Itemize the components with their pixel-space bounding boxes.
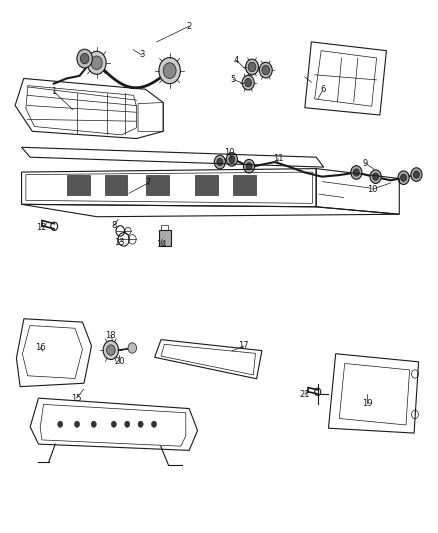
Circle shape	[91, 56, 102, 70]
Text: 17: 17	[239, 342, 249, 350]
Text: 7: 7	[145, 179, 151, 188]
Text: 14: 14	[156, 239, 166, 248]
Circle shape	[58, 421, 63, 427]
Text: 10: 10	[224, 148, 235, 157]
Text: 15: 15	[71, 394, 82, 402]
Circle shape	[411, 168, 422, 181]
Circle shape	[74, 421, 80, 427]
Text: 16: 16	[35, 343, 45, 352]
Circle shape	[163, 63, 176, 78]
Text: 1: 1	[51, 87, 57, 96]
Text: 21: 21	[300, 390, 310, 399]
Text: 9: 9	[362, 159, 367, 167]
Circle shape	[242, 75, 254, 90]
Text: 5: 5	[230, 75, 236, 84]
Text: 6: 6	[320, 85, 325, 94]
Polygon shape	[105, 175, 127, 196]
Circle shape	[244, 159, 254, 173]
Circle shape	[128, 343, 137, 353]
Circle shape	[103, 341, 119, 359]
Polygon shape	[67, 175, 89, 196]
Circle shape	[262, 66, 270, 75]
Circle shape	[77, 49, 92, 68]
Text: 20: 20	[114, 357, 125, 366]
Circle shape	[152, 421, 157, 427]
Circle shape	[370, 170, 381, 183]
Circle shape	[353, 169, 359, 176]
Polygon shape	[233, 175, 256, 196]
Text: 13: 13	[114, 238, 125, 247]
Circle shape	[226, 152, 237, 166]
Circle shape	[138, 421, 143, 427]
Circle shape	[214, 155, 226, 169]
Circle shape	[351, 166, 362, 179]
Text: 18: 18	[106, 331, 116, 340]
Circle shape	[229, 156, 235, 163]
Text: 11: 11	[273, 155, 283, 164]
Text: 2: 2	[186, 22, 191, 31]
Circle shape	[217, 158, 223, 166]
Circle shape	[246, 163, 252, 170]
Text: 4: 4	[233, 55, 239, 64]
Circle shape	[373, 173, 379, 180]
Circle shape	[245, 78, 251, 87]
Circle shape	[248, 62, 256, 71]
Text: 10: 10	[367, 185, 378, 193]
Circle shape	[259, 62, 272, 78]
Text: 12: 12	[35, 223, 46, 232]
Circle shape	[80, 53, 89, 64]
Circle shape	[87, 51, 106, 74]
Circle shape	[111, 421, 117, 427]
Circle shape	[125, 421, 130, 427]
Circle shape	[246, 59, 258, 75]
Circle shape	[398, 171, 409, 184]
Circle shape	[159, 58, 180, 84]
Text: 3: 3	[139, 51, 145, 60]
Text: 8: 8	[111, 221, 117, 230]
Polygon shape	[195, 175, 218, 196]
Circle shape	[401, 174, 406, 181]
Polygon shape	[146, 175, 169, 196]
Polygon shape	[159, 230, 171, 246]
Circle shape	[106, 345, 115, 356]
Circle shape	[91, 421, 96, 427]
Text: 19: 19	[362, 399, 372, 408]
Circle shape	[413, 171, 420, 178]
